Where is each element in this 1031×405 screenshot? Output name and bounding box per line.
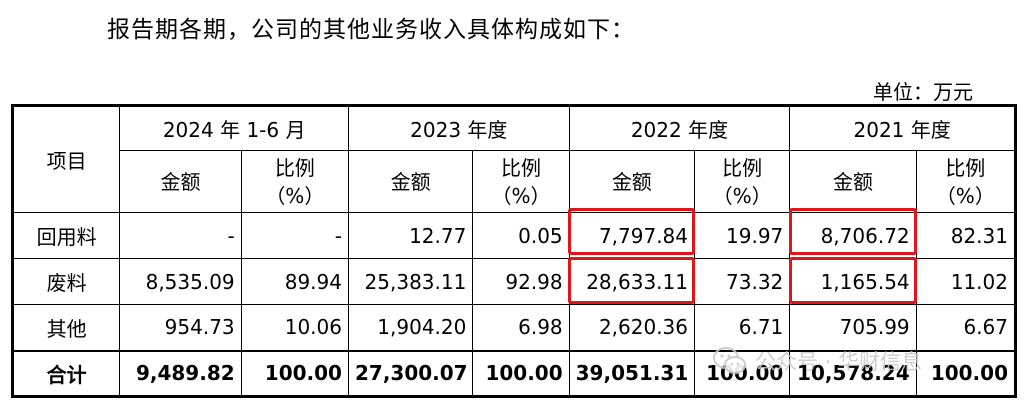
table-cell: 705.99	[789, 304, 917, 351]
header-row-subcols: 金额 比例 （%） 金额 比例 （%） 金额 比例 （%） 金额 比例 （%）	[13, 150, 1017, 213]
total-label: 合计	[11, 349, 121, 397]
table-cell: 89.94	[240, 258, 349, 305]
row-label: 废料	[11, 258, 121, 305]
ratio-header: 比例 （%）	[693, 150, 791, 213]
ratio-header-line2: （%）	[935, 183, 995, 208]
period-header: 2022 年度	[568, 105, 791, 151]
table-cell: 9,489.82	[119, 349, 242, 397]
row-label: 回用料	[11, 212, 121, 259]
table-cell: 19.97	[693, 212, 791, 259]
table-cell: 8,706.72	[789, 212, 917, 259]
table-cell: 0.05	[472, 212, 570, 259]
amount-header: 金额	[119, 150, 242, 213]
unit-label: 单位：万元	[873, 80, 973, 104]
table-row: 其他 954.73 10.06 1,904.20 6.98 2,620.36 6…	[11, 304, 1017, 351]
table-cell: 100.00	[915, 349, 1017, 397]
item-header: 项目	[11, 105, 121, 213]
table-cell: 73.32	[693, 258, 791, 305]
highlight-box	[789, 208, 917, 255]
table-cell: 25,383.11	[347, 258, 474, 305]
period-header: 2024 年 1-6 月	[119, 105, 349, 151]
table-cell: 10.06	[240, 304, 349, 351]
table-cell: 92.98	[472, 258, 570, 305]
ratio-header: 比例 （%）	[915, 150, 1017, 213]
table-cell: 6.98	[472, 304, 570, 351]
table-cell: 39,051.31	[568, 349, 696, 397]
total-row: 合计 9,489.82 100.00 27,300.07 100.00 39,0…	[11, 349, 1017, 397]
ratio-header-line1: 比例	[500, 155, 541, 180]
highlight-box	[568, 208, 695, 255]
amount-header: 金额	[789, 150, 917, 213]
period-header: 2023 年度	[347, 105, 570, 151]
table-cell: 10,578.24	[789, 349, 917, 397]
table-cell: 27,300.07	[347, 349, 474, 397]
table-cell: 954.73	[119, 304, 242, 351]
ratio-header-line1: 比例	[274, 155, 315, 180]
table-cell: 1,165.54	[789, 258, 917, 305]
ratio-header-line2: （%）	[491, 183, 551, 208]
highlight-box	[789, 257, 917, 304]
table-cell: -	[240, 212, 349, 259]
period-header: 2021 年度	[789, 105, 1016, 151]
ratio-header-line1: 比例	[722, 155, 763, 180]
header-row-years: 项目 2024 年 1-6 月 2023 年度 2022 年度 2021 年度	[11, 105, 1016, 213]
table-cell: 11.02	[915, 258, 1017, 305]
ratio-header-line1: 比例	[945, 155, 986, 180]
ratio-header-line2: （%）	[712, 183, 772, 208]
highlight-box	[568, 257, 695, 304]
ratio-header: 比例 （%）	[240, 150, 349, 213]
table-cell: 6.71	[693, 304, 791, 351]
amount-header: 金额	[568, 150, 696, 213]
table-row: 废料 8,535.09 89.94 25,383.11 92.98 28,633…	[11, 258, 1017, 305]
amount-header: 金额	[347, 150, 474, 213]
row-label: 其他	[11, 304, 121, 351]
table-cell: 12.77	[347, 212, 474, 259]
table-cell: 8,535.09	[119, 258, 242, 305]
ratio-header: 比例 （%）	[472, 150, 570, 213]
intro-text: 报告期各期，公司的其他业务收入具体构成如下：	[107, 17, 635, 43]
table-cell: 1,904.20	[347, 304, 474, 351]
table-cell: 100.00	[240, 349, 349, 397]
table-cell: 100.00	[693, 349, 791, 397]
table-row: 回用料 - - 12.77 0.05 7,797.84 19.97 8,706.…	[11, 212, 1017, 259]
table-cell: 100.00	[472, 349, 570, 397]
table-cell: 2,620.36	[568, 304, 696, 351]
ratio-header-line2: （%）	[265, 183, 325, 208]
table-cell: -	[119, 212, 242, 259]
table-cell: 82.31	[915, 212, 1017, 259]
table-cell: 6.67	[915, 304, 1017, 351]
revenue-table: 项目 2024 年 1-6 月 2023 年度 2022 年度 2021 年度 …	[11, 104, 1017, 398]
table-cell: 28,633.11	[568, 258, 696, 305]
